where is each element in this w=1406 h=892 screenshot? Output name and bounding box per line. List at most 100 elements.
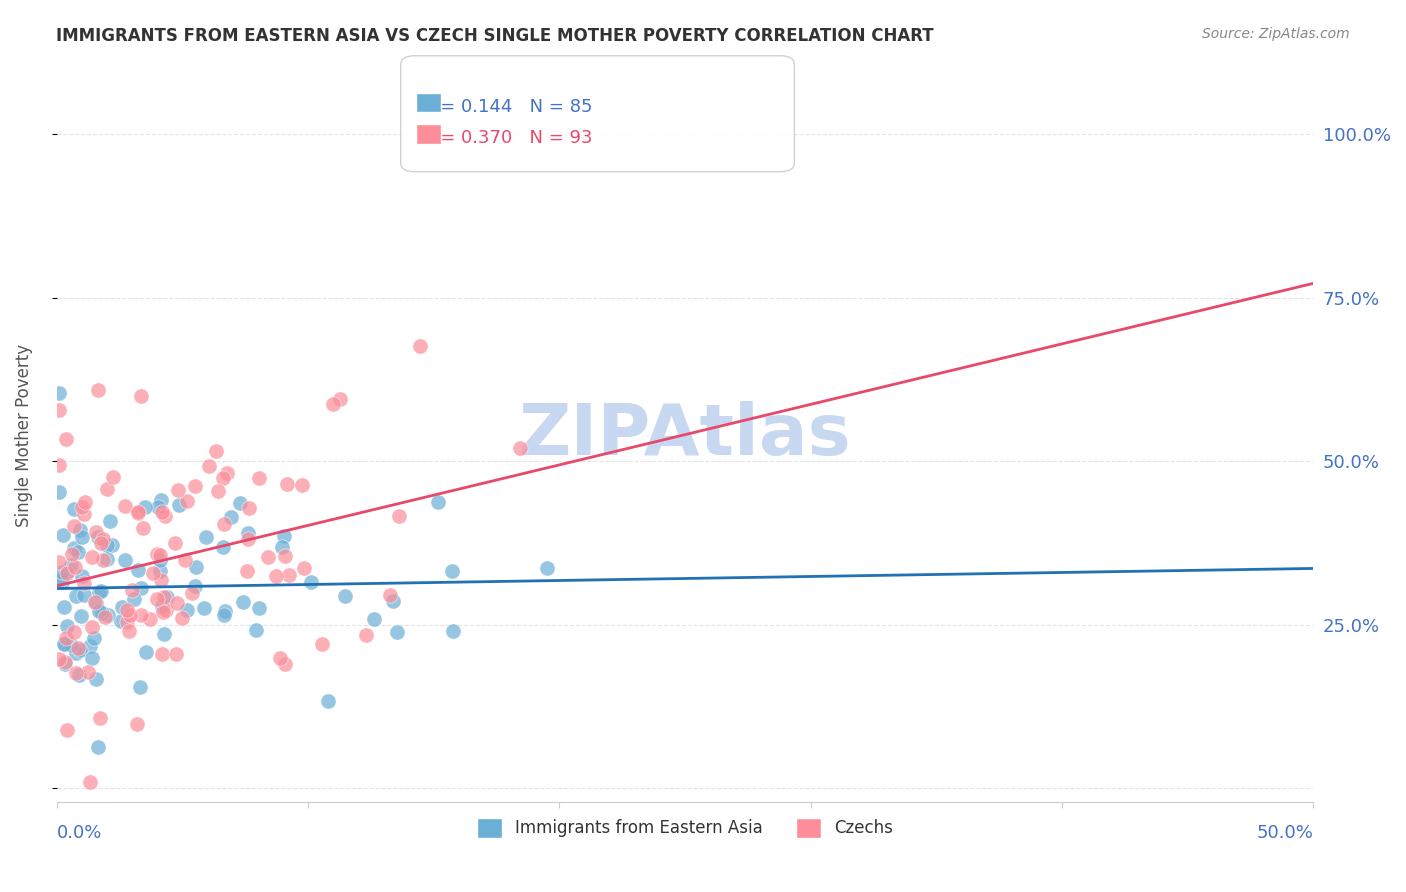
Immigrants from Eastern Asia <box>299 574 322 589</box>
Immigrants from Eastern Asia <box>193 600 215 615</box>
Immigrants from Eastern Asia <box>70 530 93 544</box>
Immigrants from Eastern Asia <box>65 646 87 660</box>
Immigrants from Eastern Asia <box>110 614 132 628</box>
Immigrants from Eastern Asia <box>53 637 76 651</box>
Immigrants from Eastern Asia <box>58 564 80 578</box>
Immigrants from Eastern Asia <box>82 651 104 665</box>
Czechs <box>212 471 235 485</box>
Czechs <box>73 576 96 591</box>
Text: IMMIGRANTS FROM EASTERN ASIA VS CZECH SINGLE MOTHER POVERTY CORRELATION CHART: IMMIGRANTS FROM EASTERN ASIA VS CZECH SI… <box>56 27 934 45</box>
Czechs <box>127 505 149 519</box>
Immigrants from Eastern Asia <box>84 672 107 686</box>
Czechs <box>91 532 114 546</box>
Czechs <box>67 640 90 655</box>
Immigrants from Eastern Asia <box>91 606 114 620</box>
Czechs <box>256 549 278 564</box>
Czechs <box>89 711 111 725</box>
Immigrants from Eastern Asia <box>111 599 134 614</box>
Czechs <box>236 564 259 578</box>
Czechs <box>509 442 531 456</box>
Immigrants from Eastern Asia <box>86 530 108 544</box>
Czechs <box>150 505 173 519</box>
Czechs <box>56 566 79 581</box>
Immigrants from Eastern Asia <box>52 527 75 541</box>
Immigrants from Eastern Asia <box>333 589 356 603</box>
Immigrants from Eastern Asia <box>316 693 339 707</box>
Legend: Immigrants from Eastern Asia, Czechs: Immigrants from Eastern Asia, Czechs <box>470 811 900 845</box>
Immigrants from Eastern Asia <box>247 600 270 615</box>
Immigrants from Eastern Asia <box>53 637 76 651</box>
Czechs <box>207 483 229 498</box>
Czechs <box>63 519 86 533</box>
Czechs <box>118 607 141 622</box>
Czechs <box>48 555 70 569</box>
Immigrants from Eastern Asia <box>146 500 169 515</box>
Czechs <box>63 625 86 640</box>
Immigrants from Eastern Asia <box>212 541 235 555</box>
Immigrants from Eastern Asia <box>49 572 72 586</box>
Immigrants from Eastern Asia <box>90 583 112 598</box>
Czechs <box>329 392 352 406</box>
Czechs <box>94 610 117 624</box>
Immigrants from Eastern Asia <box>67 668 90 682</box>
Text: R = 0.144   N = 85: R = 0.144 N = 85 <box>422 98 592 116</box>
Czechs <box>165 648 187 662</box>
Immigrants from Eastern Asia <box>101 538 124 552</box>
Czechs <box>117 624 139 638</box>
Immigrants from Eastern Asia <box>128 681 150 695</box>
Immigrants from Eastern Asia <box>381 593 404 607</box>
Immigrants from Eastern Asia <box>236 526 259 541</box>
Immigrants from Eastern Asia <box>169 498 191 512</box>
Text: R = 0.370   N = 93: R = 0.370 N = 93 <box>422 129 592 147</box>
Immigrants from Eastern Asia <box>385 624 408 639</box>
Immigrants from Eastern Asia <box>229 496 252 510</box>
Immigrants from Eastern Asia <box>114 553 136 567</box>
Czechs <box>354 628 377 642</box>
Czechs <box>291 477 314 491</box>
Text: ZIPAtlas: ZIPAtlas <box>519 401 851 469</box>
Czechs <box>65 666 87 681</box>
Immigrants from Eastern Asia <box>426 495 449 509</box>
Czechs <box>80 549 103 564</box>
Immigrants from Eastern Asia <box>51 574 73 589</box>
Czechs <box>387 508 409 523</box>
Immigrants from Eastern Asia <box>149 493 172 508</box>
Czechs <box>197 458 219 473</box>
Czechs <box>76 665 98 680</box>
Immigrants from Eastern Asia <box>53 599 76 614</box>
Immigrants from Eastern Asia <box>87 605 110 619</box>
Czechs <box>121 582 143 597</box>
Immigrants from Eastern Asia <box>48 386 70 401</box>
Immigrants from Eastern Asia <box>245 623 267 637</box>
Czechs <box>264 569 287 583</box>
Immigrants from Eastern Asia <box>60 558 83 572</box>
Immigrants from Eastern Asia <box>214 604 236 618</box>
Czechs <box>269 650 291 665</box>
Czechs <box>274 549 297 563</box>
Immigrants from Eastern Asia <box>219 510 242 524</box>
Immigrants from Eastern Asia <box>69 523 91 537</box>
Immigrants from Eastern Asia <box>441 624 464 638</box>
Immigrants from Eastern Asia <box>149 553 172 567</box>
Immigrants from Eastern Asia <box>62 501 84 516</box>
Immigrants from Eastern Asia <box>152 599 174 614</box>
Immigrants from Eastern Asia <box>176 603 198 617</box>
Immigrants from Eastern Asia <box>48 484 70 499</box>
Immigrants from Eastern Asia <box>70 609 93 624</box>
Czechs <box>152 605 174 619</box>
Text: 50.0%: 50.0% <box>1257 823 1313 841</box>
Czechs <box>249 471 271 485</box>
Czechs <box>48 403 70 417</box>
Czechs <box>238 500 260 515</box>
Immigrants from Eastern Asia <box>122 591 145 606</box>
Immigrants from Eastern Asia <box>96 538 118 552</box>
Immigrants from Eastern Asia <box>98 514 121 528</box>
Czechs <box>149 573 172 587</box>
Immigrants from Eastern Asia <box>273 529 295 543</box>
Czechs <box>409 339 432 353</box>
Immigrants from Eastern Asia <box>59 639 82 653</box>
Immigrants from Eastern Asia <box>212 607 235 622</box>
Czechs <box>80 620 103 634</box>
Czechs <box>142 566 165 581</box>
Czechs <box>139 612 162 626</box>
